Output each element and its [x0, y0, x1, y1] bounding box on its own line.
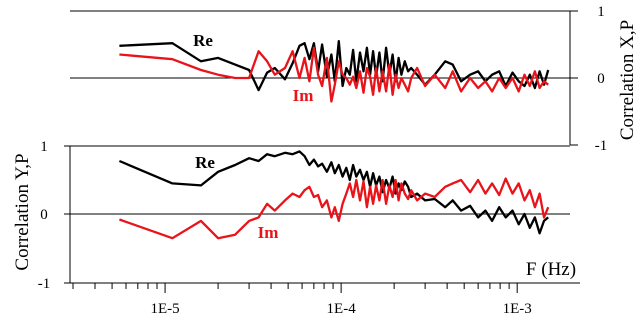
y-tick-label: 1 [597, 4, 605, 20]
x-tick-label: 1E-5 [150, 301, 179, 317]
x-tick-label: 1E-3 [503, 301, 532, 317]
series-line-im [119, 177, 550, 240]
top-correlation-panel: 1 0 -1 Correlation X,P Re Im [70, 4, 638, 154]
series-label-re: Re [193, 31, 213, 50]
series-label-im: Im [293, 86, 314, 105]
y-tick-label: -1 [38, 276, 51, 292]
y-axis-title: Correlation X,P [617, 20, 638, 140]
x-axis-title: F (Hz) [526, 259, 576, 280]
series-line-im [119, 46, 549, 103]
series-label-im: Im [258, 223, 279, 242]
y-tick-label: 1 [40, 139, 48, 155]
y-tick-label: -1 [595, 138, 608, 154]
y-tick-label: 0 [597, 71, 605, 87]
x-tick-label: 1E-4 [327, 301, 357, 317]
bottom-correlation-panel: 1 0 -1 Correlation Y,P 1E-5 1E-4 1E-3 F (Hz) Re I… [12, 139, 580, 317]
y-axis-title: Correlation Y,P [12, 153, 33, 270]
y-tick-label: 0 [40, 207, 48, 223]
series-label-re: Re [195, 153, 215, 172]
